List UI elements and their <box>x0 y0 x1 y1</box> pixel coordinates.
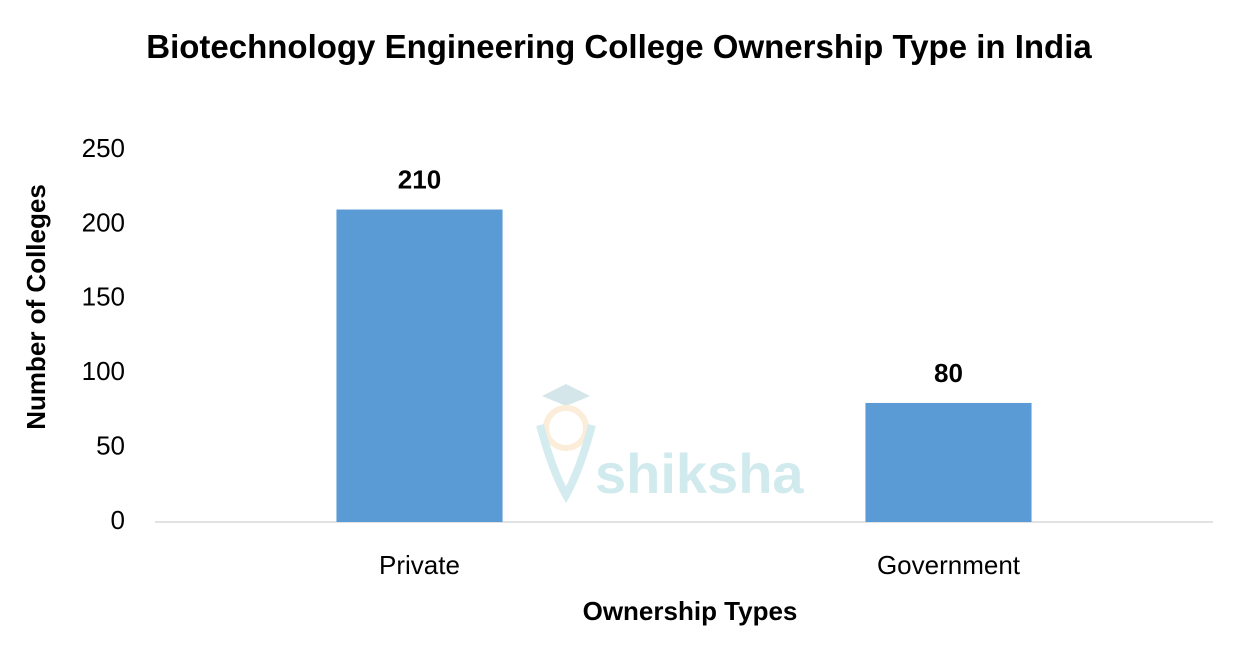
bar <box>865 402 1032 522</box>
y-tick-label: 100 <box>82 356 125 386</box>
watermark-icon <box>536 384 596 504</box>
y-tick-label: 0 <box>111 505 125 535</box>
watermark: shiksha <box>595 442 804 505</box>
bar <box>336 209 503 522</box>
x-axis-label: Ownership Types <box>583 596 798 626</box>
y-axis-label: Number of Colleges <box>21 184 51 430</box>
data-label: 210 <box>398 164 441 194</box>
y-tick-label: 150 <box>82 282 125 312</box>
x-tick-label: Private <box>379 550 460 580</box>
data-label: 80 <box>934 358 963 388</box>
y-tick-label: 200 <box>82 207 125 237</box>
y-tick-label: 50 <box>96 430 125 460</box>
chart-title: Biotechnology Engineering College Owners… <box>146 28 1092 65</box>
y-tick-label: 250 <box>82 133 125 163</box>
x-tick-label: Government <box>877 550 1021 580</box>
